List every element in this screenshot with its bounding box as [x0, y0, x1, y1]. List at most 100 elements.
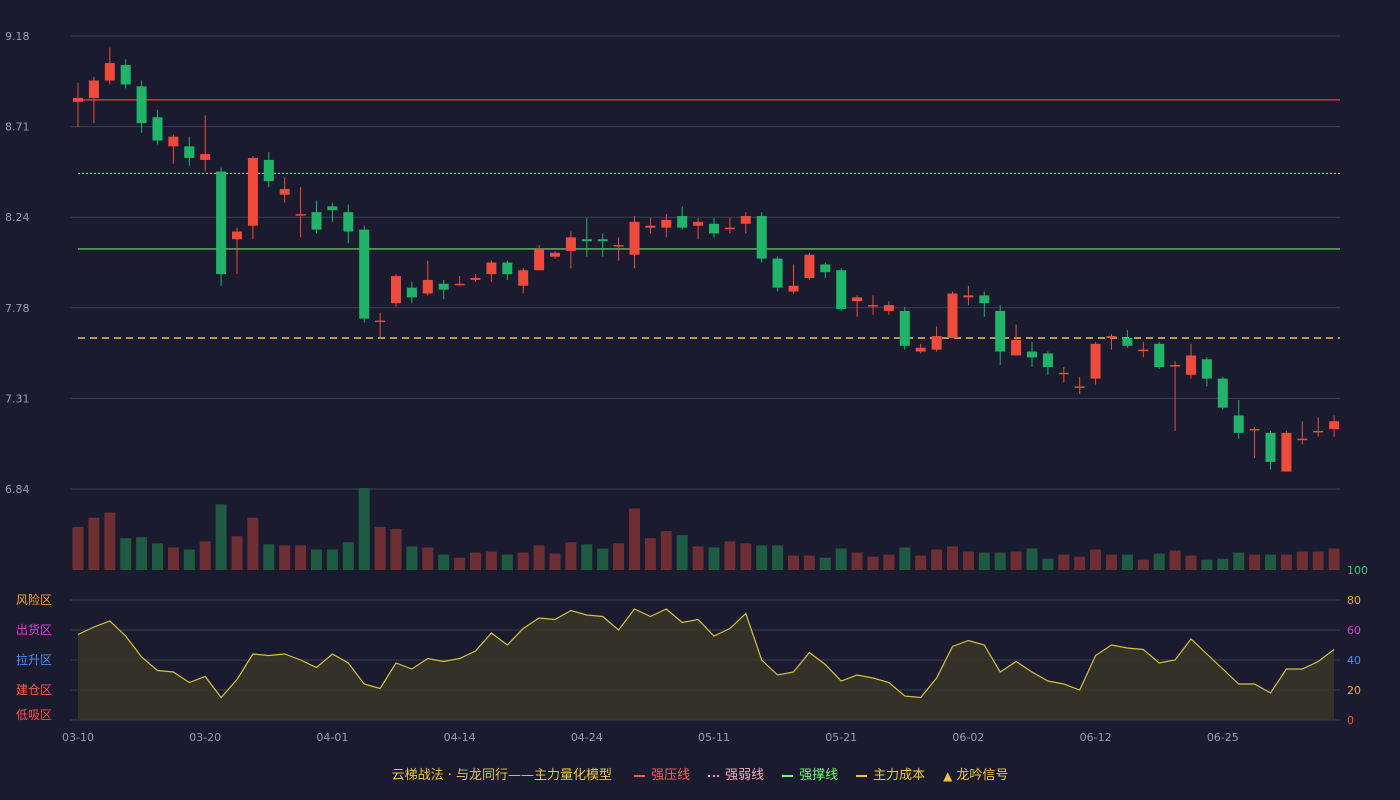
candle-body: [1233, 415, 1244, 433]
candle-body: [1201, 359, 1212, 379]
candle-up: [73, 82, 83, 127]
volume-bar: [1026, 548, 1038, 570]
candle-up: [915, 343, 926, 354]
candle-body: [1154, 343, 1165, 368]
candle-body: [1074, 386, 1085, 388]
candle-up: [931, 326, 942, 352]
volume-bar: [231, 536, 243, 570]
candle-body: [883, 305, 894, 311]
volume-bar: [1169, 550, 1181, 570]
date-tick-label: 04-24: [571, 731, 603, 744]
legend-item[interactable]: ▲ 龙吟信号: [943, 764, 1008, 783]
candle-up: [1313, 417, 1324, 437]
candle-down: [581, 217, 592, 257]
volume-bar: [915, 555, 927, 570]
candle-body: [581, 239, 592, 242]
volume-bar: [994, 552, 1006, 570]
candle-body: [1217, 378, 1228, 408]
volume-bar: [597, 548, 609, 570]
candle-up: [1186, 343, 1196, 379]
price-tick-label: 6.84: [5, 483, 30, 496]
candle-up: [804, 252, 815, 280]
candle-down: [1027, 341, 1037, 368]
legend-item[interactable]: 强弱线: [708, 764, 764, 783]
price-tick-label: 8.24: [5, 211, 30, 224]
volume-bar: [835, 548, 847, 570]
volume-bar: [549, 553, 561, 570]
candle-up: [1281, 430, 1292, 472]
legend-item[interactable]: 强压线: [634, 764, 690, 783]
volume-bar: [1058, 554, 1070, 570]
candle-up: [168, 134, 179, 164]
volume-bar: [819, 557, 831, 570]
volume-bar: [1233, 552, 1245, 570]
candle-body: [216, 171, 227, 275]
candle-up: [1138, 341, 1149, 358]
price-axis: 9.18 8.71 8.24 7.78 7.31 6.84: [5, 30, 30, 496]
candle-down: [756, 212, 767, 263]
volume-bar: [1010, 551, 1022, 570]
candle-down: [327, 202, 338, 222]
volume-bar: [1296, 551, 1308, 570]
date-tick-label: 04-14: [444, 731, 476, 744]
candle-body: [724, 227, 735, 230]
candle-up: [565, 231, 576, 269]
volume-bar: [962, 551, 974, 570]
volume-bar: [1042, 558, 1054, 570]
indicator-tick-label: 60: [1347, 624, 1361, 637]
candle-body: [327, 206, 338, 211]
candle-up: [486, 260, 497, 282]
volume-bar: [708, 547, 720, 570]
candle-down: [343, 204, 354, 244]
volume-bar: [120, 538, 132, 570]
volume-bar: [676, 535, 688, 570]
volume-bar: [1121, 554, 1133, 570]
candle-body: [788, 285, 799, 292]
legend-item[interactable]: 强撑线: [782, 764, 838, 783]
volume-bar: [788, 555, 799, 570]
candle-down: [899, 307, 910, 350]
volume-bar: [533, 545, 545, 570]
candle-body: [73, 97, 83, 102]
legend-item[interactable]: 主力成本: [856, 764, 925, 783]
candle-down: [136, 80, 147, 133]
candle-down: [1233, 399, 1244, 439]
volume-bar: [199, 541, 211, 570]
price-tick-label: 7.31: [5, 392, 30, 405]
candle-up: [104, 47, 115, 85]
candle-down: [406, 281, 417, 304]
candle-body: [343, 212, 354, 232]
indicator-tick-label: 40: [1347, 654, 1361, 667]
candle-body: [915, 347, 926, 352]
price-grid: [70, 35, 1340, 490]
candle-up: [232, 227, 242, 275]
candle-up: [661, 214, 672, 238]
candle-body: [168, 136, 179, 147]
candle-body: [295, 214, 306, 216]
candle-body: [152, 117, 163, 141]
candle-down: [438, 279, 449, 300]
volume-bar: [152, 543, 163, 570]
date-tick-label: 06-02: [952, 731, 984, 744]
candle-body: [868, 305, 878, 307]
candle-body: [740, 216, 751, 224]
candle-down: [1201, 357, 1212, 387]
candle-up: [1170, 361, 1181, 431]
candle-body: [931, 336, 942, 350]
candle-body: [1297, 438, 1308, 441]
candle-down: [311, 200, 322, 234]
candle-up: [375, 312, 386, 338]
volume-bar: [215, 504, 227, 570]
volume-bar: [1217, 558, 1229, 570]
volume-bar: [438, 554, 450, 570]
candle-down: [1122, 330, 1133, 348]
candle-down: [184, 136, 195, 166]
candle-down: [120, 59, 131, 89]
volume-bar: [756, 545, 768, 570]
volume-bar: [629, 508, 640, 570]
candle-body: [120, 65, 131, 85]
candle-body: [613, 245, 624, 247]
candle-up: [963, 285, 974, 306]
volume-bar: [581, 544, 593, 570]
candle-up: [279, 177, 290, 203]
